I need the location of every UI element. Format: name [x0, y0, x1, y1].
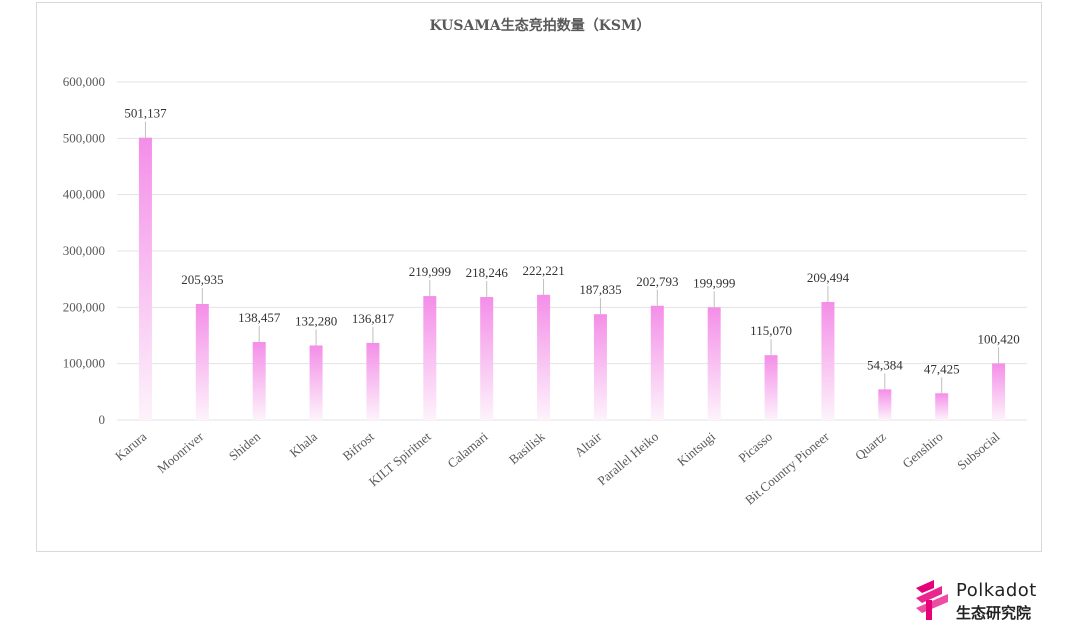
polkadot-logo-icon — [916, 580, 948, 620]
y-tick-label: 300,000 — [63, 243, 105, 258]
x-tick-label: Parallel Heiko — [594, 429, 661, 489]
y-tick-label: 400,000 — [63, 187, 105, 202]
x-tick-label: Karura — [112, 429, 149, 464]
y-tick-label: 600,000 — [63, 74, 105, 89]
data-label: 132,280 — [295, 313, 337, 328]
x-tick-label: Altair — [571, 428, 604, 459]
bar — [764, 355, 778, 420]
x-tick-label: Basilisk — [506, 428, 548, 467]
bar — [650, 305, 664, 420]
data-label: 501,137 — [124, 106, 167, 121]
data-label: 47,425 — [924, 361, 960, 376]
data-label: 115,070 — [750, 323, 792, 338]
data-label: 222,221 — [522, 263, 564, 278]
data-label: 187,835 — [579, 282, 621, 297]
x-tick-label: KILT Spiritnet — [366, 429, 434, 490]
bar — [992, 363, 1006, 420]
x-tick-label: Picasso — [735, 429, 775, 466]
bar-chart: 0 100,000 200,000 300,000 400,000 500,000 600,… — [63, 74, 1027, 508]
data-label: 218,246 — [466, 265, 509, 280]
data-label: 136,817 — [352, 311, 395, 326]
data-label: 138,457 — [238, 310, 281, 325]
y-tick-label: 200,000 — [63, 299, 105, 314]
data-label: 205,935 — [181, 272, 223, 287]
data-label: 202,793 — [636, 274, 678, 289]
x-tick-label: Moonriver — [154, 428, 207, 476]
bar — [935, 393, 949, 420]
data-label: 54,384 — [867, 357, 903, 372]
logo-text-polkadot: Polkadot — [956, 580, 1037, 601]
data-label: 199,999 — [693, 275, 735, 290]
chart-panel: KUSAMA生态竞拍数量（KSM） 0 100,000 200,000 300,000… — [36, 2, 1042, 552]
x-tick-label: Genshiro — [899, 429, 945, 471]
bar — [366, 342, 380, 420]
polkadot-logo: Polkadot 生态研究院 — [912, 578, 1072, 622]
x-tick-label: Subsocial — [954, 429, 1003, 473]
data-label: 100,420 — [977, 331, 1019, 346]
data-label: 219,999 — [409, 264, 451, 279]
x-tick-label: Shiden — [226, 428, 264, 463]
logo-text-subtitle: 生态研究院 — [956, 604, 1032, 622]
bar — [195, 303, 209, 420]
bar — [480, 297, 494, 420]
data-label: 209,494 — [807, 270, 850, 285]
x-tick-label: Calamari — [444, 429, 490, 471]
x-tick-label: Quartz — [852, 429, 889, 463]
y-tick-label: 0 — [99, 412, 106, 427]
bar — [537, 294, 551, 420]
x-tick-label: Khala — [287, 429, 321, 461]
y-tick-label: 100,000 — [63, 356, 105, 371]
bar — [878, 389, 892, 420]
bar — [252, 342, 266, 420]
x-tick-label: Kintsugi — [674, 429, 718, 470]
bar — [821, 301, 835, 420]
x-tick-label: Bifrost — [340, 429, 378, 464]
bar — [423, 296, 437, 420]
bar — [309, 345, 323, 420]
chart-title: KUSAMA生态竞拍数量（KSM） — [429, 18, 651, 34]
bar — [707, 307, 721, 420]
y-tick-label: 500,000 — [63, 130, 105, 145]
bar — [138, 137, 152, 421]
bar — [593, 314, 607, 420]
